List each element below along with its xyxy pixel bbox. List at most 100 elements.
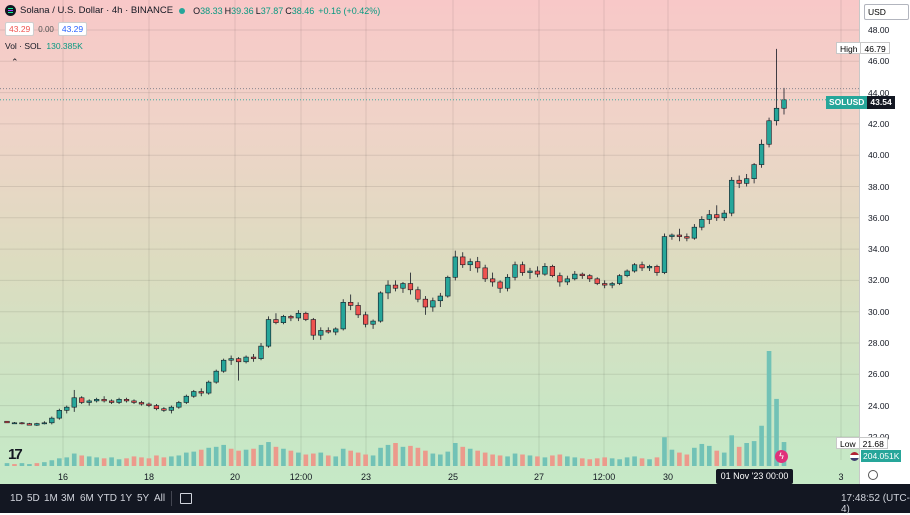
ohlc-change-value: +0.16 (+0.42%): [318, 5, 381, 16]
candle-body: [377, 292, 384, 322]
candle-body: [131, 400, 137, 403]
time-axis-label: 30: [663, 472, 673, 482]
volume-bar: [42, 462, 47, 466]
volume-bar: [408, 445, 413, 466]
volume-bar: [393, 443, 398, 466]
candle-body: [183, 395, 189, 403]
time-axis-label: 20: [230, 472, 240, 482]
buy-price-button[interactable]: 43.29: [57, 22, 88, 36]
range-button-6m[interactable]: 6M: [80, 493, 94, 504]
candle-body: [527, 270, 533, 273]
candle-body: [176, 402, 182, 408]
candlestick-chart[interactable]: 16 18 20 12:00 23 25 27 12:00 30 3: [0, 0, 859, 484]
candle-body: [370, 320, 376, 325]
volume-bar: [527, 455, 533, 466]
crosshair-time-label: 01 Nov '23 00:00: [716, 469, 793, 484]
sell-price-button[interactable]: 43.29: [5, 22, 35, 36]
candle: [422, 296, 429, 315]
candle-body: [325, 330, 331, 333]
candle-body: [198, 391, 204, 394]
volume-bar: [445, 451, 451, 466]
candle-body: [41, 422, 47, 425]
range-button-1d[interactable]: 1D: [10, 493, 23, 504]
volume-bar: [624, 457, 630, 466]
candle-body: [407, 283, 414, 291]
candle-body: [512, 264, 518, 278]
candle: [243, 355, 249, 364]
time-axis-label: 3: [838, 472, 843, 482]
candle-body: [295, 312, 301, 319]
candle-body: [594, 278, 600, 284]
candle: [295, 310, 301, 322]
chart-plot-area[interactable]: 16 18 20 12:00 23 25 27 12:00 30 3 Solana / U.S. …: [0, 0, 859, 484]
candle-body: [206, 381, 212, 394]
volume-bar: [139, 457, 144, 466]
trade-buttons-row: 43.29 0.00 43.29: [5, 22, 91, 36]
volume-bar: [512, 453, 518, 466]
volume-bar: [56, 458, 62, 466]
candle: [258, 343, 264, 361]
candle: [609, 281, 615, 289]
range-button-5y[interactable]: 5Y: [137, 493, 150, 504]
candle: [729, 177, 735, 217]
candle: [430, 297, 436, 312]
range-button-5d[interactable]: 5D: [27, 493, 40, 504]
ohlc-high-value: 39.36: [231, 5, 254, 16]
candle-body: [445, 276, 451, 297]
candle-body: [258, 345, 264, 359]
candle: [534, 266, 541, 278]
volume-bar: [71, 453, 77, 466]
volume-bar: [325, 455, 331, 466]
volume-bar: [400, 446, 406, 466]
volume-bar: [535, 456, 540, 466]
range-button-all[interactable]: All: [154, 493, 166, 504]
low-marker: Low 21.68: [836, 437, 888, 449]
time-axis-label: 12:00: [593, 472, 616, 482]
volume-bar: [86, 456, 92, 466]
candle-body: [94, 399, 100, 402]
candle-body: [340, 302, 346, 330]
chart-settings-gear-icon[interactable]: [868, 470, 878, 480]
candle-body: [460, 256, 466, 266]
price-tick-label: 48.00: [868, 25, 890, 35]
volume-bar: [213, 446, 219, 466]
symbol-title[interactable]: Solana / U.S. Dollar · 4h · BINANCE: [20, 5, 174, 16]
candle-body: [699, 219, 705, 228]
range-button-3m[interactable]: 3M: [61, 493, 75, 504]
candle-body: [400, 283, 406, 289]
candle: [280, 314, 287, 325]
low-label: Low: [836, 437, 860, 449]
date-range-calendar-icon[interactable]: [180, 493, 192, 504]
volume-bar: [744, 443, 749, 466]
candle: [519, 261, 526, 276]
volume-bar: [27, 464, 32, 466]
candle: [161, 407, 167, 412]
lightning-icon[interactable]: ϟ: [775, 450, 788, 463]
volume-legend-row: Vol · SOL 130.385K: [5, 41, 83, 51]
range-button-ytd[interactable]: YTD: [97, 493, 117, 504]
price-scale[interactable]: USD 48.00 46.00 44.00 42.00 40.00 38.00 36.00 3…: [826, 0, 910, 484]
currency-selector[interactable]: USD: [864, 4, 909, 20]
price-tick-label: 28.00: [868, 338, 890, 348]
candle: [377, 291, 384, 323]
range-button-1m[interactable]: 1M: [44, 493, 58, 504]
candle: [527, 267, 533, 279]
candle-body: [250, 356, 257, 359]
candle: [758, 139, 765, 168]
collapse-legend-chevron-icon[interactable]: ⌃: [11, 57, 19, 67]
candle-body: [617, 275, 623, 284]
volume-label: Vol · SOL: [5, 41, 42, 51]
candle-body: [721, 212, 727, 219]
grid-lines: [0, 0, 859, 460]
candle: [482, 264, 488, 282]
candle: [512, 261, 518, 281]
volume-bar: [423, 450, 428, 466]
candle-body: [280, 316, 287, 323]
tradingview-logo-icon[interactable]: 17: [8, 446, 23, 463]
volume-bar: [296, 452, 301, 466]
clock-timezone[interactable]: 17:48:52 (UTC-4): [841, 493, 910, 515]
candle: [639, 261, 645, 272]
range-button-1y[interactable]: 1Y: [120, 493, 133, 504]
candle-body: [26, 423, 33, 426]
candle-body: [228, 358, 234, 361]
